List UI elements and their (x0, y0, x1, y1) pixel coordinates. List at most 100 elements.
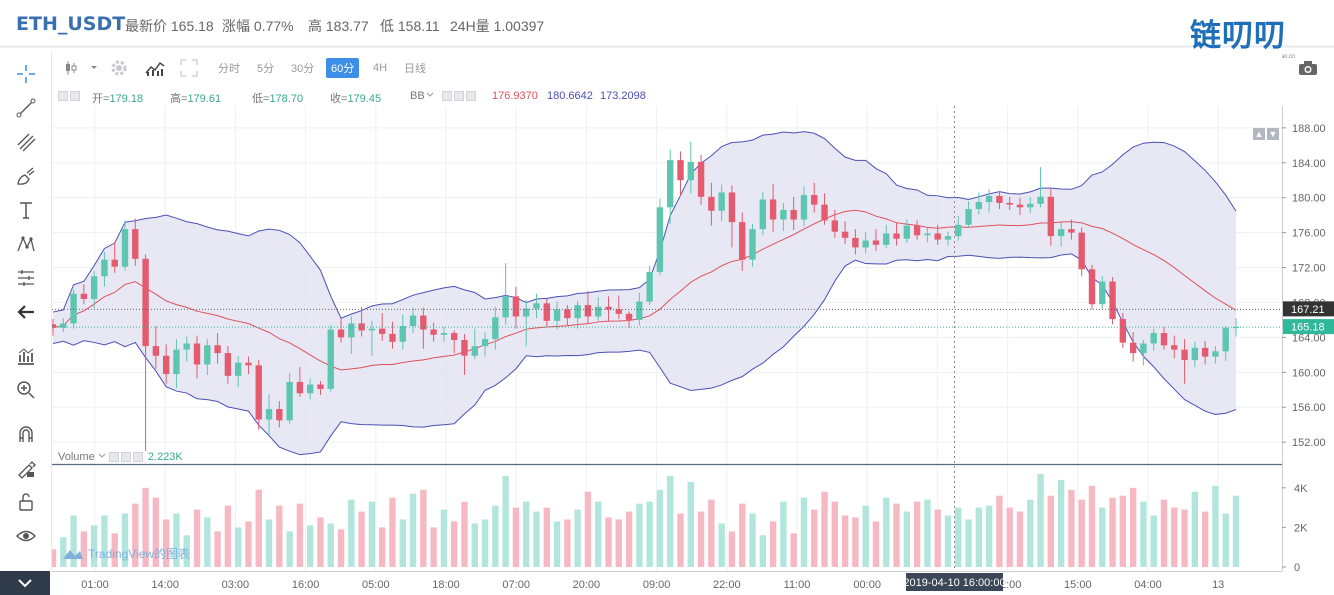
candle-body (306, 384, 314, 394)
brush-icon[interactable] (10, 162, 42, 190)
volume-bar (883, 497, 890, 567)
volume-bar (749, 513, 756, 567)
zoom-in-icon[interactable] (10, 376, 42, 404)
candle-body (790, 209, 797, 220)
candle-body (214, 345, 221, 354)
volume-bar (306, 525, 314, 567)
fullscreen-icon[interactable] (180, 58, 198, 78)
volume-bar (337, 529, 345, 567)
volume-bar (1150, 515, 1157, 567)
magnet-icon[interactable] (10, 420, 42, 448)
interval-4h[interactable]: 4H (373, 62, 388, 74)
candle (841, 221, 849, 244)
camera-icon[interactable] (1298, 60, 1320, 78)
eye-icon[interactable] (10, 522, 42, 550)
collapse-toolbar-button[interactable] (0, 571, 50, 595)
back-arrow-icon[interactable] (10, 298, 42, 326)
candle-body (759, 199, 766, 230)
chart-compare-icon[interactable] (10, 342, 42, 370)
volume-hide-icon[interactable] (120, 452, 131, 463)
candle-body (409, 315, 417, 327)
interval-1d[interactable]: 日线 (404, 63, 426, 75)
candle (605, 296, 612, 322)
scale-up-icon[interactable]: ▲ (1253, 128, 1265, 140)
symbol-name[interactable]: ETH_USDT (16, 13, 126, 35)
candle (327, 325, 334, 392)
candle (883, 224, 890, 249)
volume-bar (533, 511, 540, 567)
volume-bar (739, 503, 746, 567)
price-tick-label: 156.00 (1292, 402, 1326, 414)
pattern-icon[interactable] (10, 230, 42, 258)
candle (533, 293, 540, 319)
interval-60m[interactable]: 60分 (326, 58, 360, 78)
candle-body (101, 259, 108, 277)
candle (831, 209, 838, 238)
volume-bar (173, 513, 180, 567)
interval-1m[interactable]: 分时 (218, 63, 240, 75)
bb-chevron-icon[interactable] (426, 90, 434, 102)
candle (409, 307, 417, 334)
interval-30m[interactable]: 30分 (291, 63, 315, 75)
candle-body (481, 339, 489, 347)
volume-bar (502, 475, 509, 567)
candle (708, 182, 715, 226)
volume-bar (667, 475, 674, 567)
candle-body (965, 209, 972, 225)
time-tick-label: 01:00 (81, 579, 109, 591)
candle-body (502, 296, 509, 318)
candle (749, 223, 756, 267)
indicators-icon[interactable] (144, 58, 166, 78)
candle-body (142, 258, 149, 347)
text-icon[interactable] (10, 196, 42, 224)
volume-bar (903, 511, 911, 567)
candle (625, 311, 633, 328)
lock-drawing-icon[interactable] (10, 454, 42, 482)
candle-body (1119, 319, 1127, 343)
bb-controls[interactable] (442, 90, 478, 102)
time-tick-label: 20:00 (573, 579, 601, 591)
measure-icon[interactable] (10, 264, 42, 292)
candlestick-icon[interactable] (64, 58, 78, 78)
candle-body (183, 343, 190, 350)
candle (193, 335, 201, 379)
interval-5m[interactable]: 5分 (257, 63, 275, 75)
candle (1099, 276, 1106, 309)
volume-bar (420, 489, 427, 567)
price-tick-label: 152.00 (1292, 437, 1326, 449)
candle-body (1037, 196, 1044, 204)
volume-bar (769, 521, 777, 567)
bb-label[interactable]: BB (410, 90, 425, 102)
candle-body (132, 229, 139, 259)
price-tick-label: 160.00 (1292, 367, 1326, 379)
candle (132, 218, 139, 266)
volume-settings-icon[interactable] (108, 452, 119, 463)
volume-bar (543, 507, 550, 567)
crosshair-icon[interactable] (10, 60, 42, 88)
gear-icon[interactable] (110, 58, 128, 78)
candle-body (399, 326, 406, 342)
candle-body (852, 237, 859, 248)
candle-body (523, 308, 530, 317)
candle-body (420, 315, 427, 330)
scale-down-icon[interactable]: ▼ (1267, 128, 1279, 140)
volume-bar (1109, 497, 1116, 567)
volume-bar (841, 515, 849, 567)
candle-body (193, 343, 201, 365)
last-price-value: 165.18 (170, 18, 214, 34)
trend-line-icon[interactable] (10, 94, 42, 122)
volume-chevron-icon[interactable] (98, 452, 106, 460)
legend-controls[interactable] (58, 90, 82, 102)
candle-body (317, 384, 324, 389)
chevron-down-icon[interactable] (90, 58, 98, 78)
tradingview-label: TradingView的图表 (88, 547, 191, 561)
tradingview-brand[interactable]: TradingView的图表 (62, 545, 190, 562)
bollinger-upper-line (52, 131, 1237, 319)
fib-icon[interactable] (10, 128, 42, 156)
high-stat: 高 183.77 (308, 16, 369, 36)
unlock-icon[interactable] (10, 488, 42, 516)
candle (471, 328, 478, 360)
volume-close-icon[interactable] (132, 452, 143, 463)
candle-body (327, 329, 334, 389)
